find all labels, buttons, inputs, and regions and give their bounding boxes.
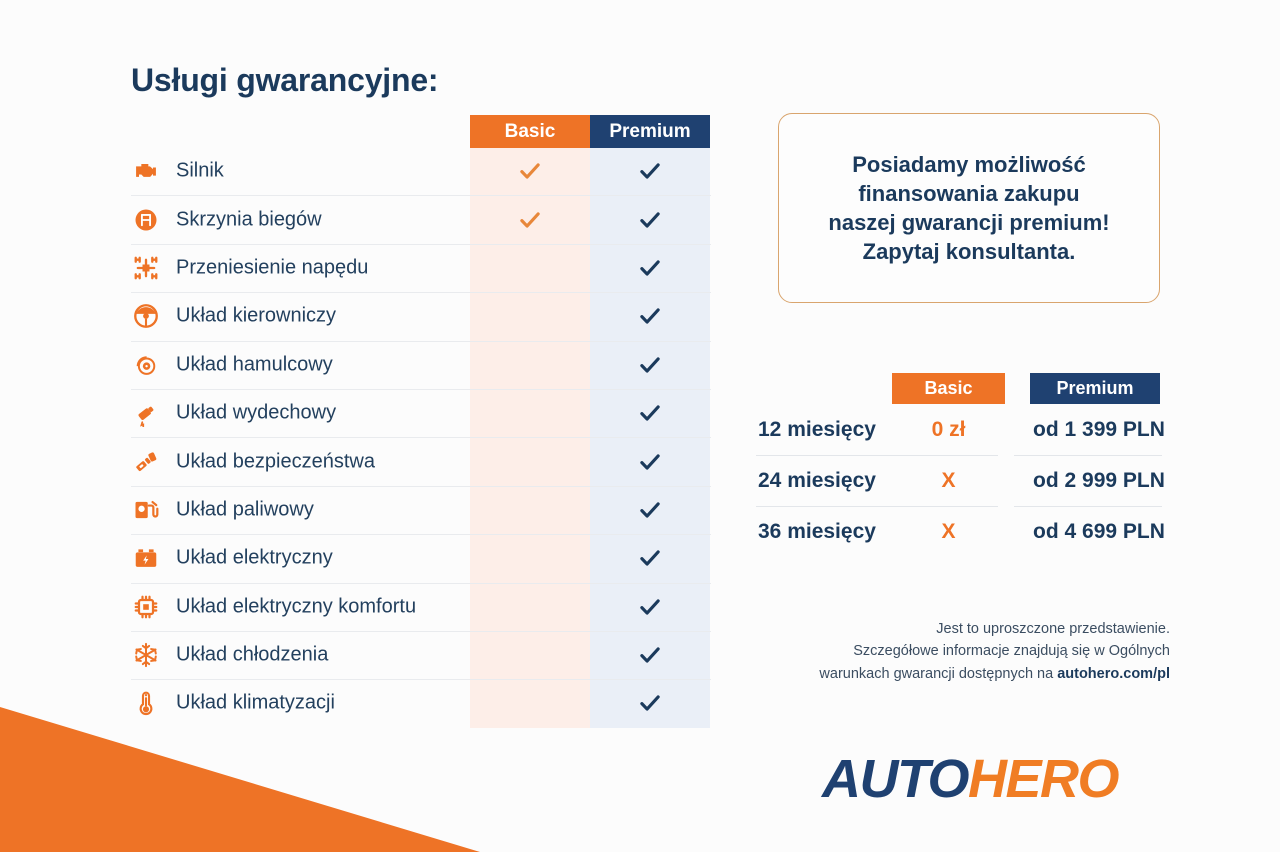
- price-basic-value: X: [941, 519, 956, 543]
- feature-label: Układ elektryczny komfortu: [176, 595, 417, 618]
- thermometer-icon: [131, 688, 161, 718]
- feature-label: Układ chłodzenia: [176, 643, 329, 666]
- price-premium-value: od 1 399 PLN: [1033, 417, 1165, 441]
- disclaimer-text: Jest to uproszczone przedstawienie. Szcze…: [740, 618, 1170, 685]
- autohero-url-link[interactable]: autohero.com/pl: [1057, 665, 1170, 682]
- premium-check-icon: [590, 642, 710, 668]
- price-header-basic: Basic: [892, 373, 1005, 404]
- premium-check-icon: [590, 158, 710, 184]
- feature-row: Układ wydechowy: [0, 388, 740, 437]
- premium-check-icon: [590, 352, 710, 378]
- warranty-services-panel: Usługi gwarancyjne: Basic Premium Silnik…: [0, 62, 740, 728]
- feature-label: Układ hamulcowy: [176, 353, 333, 376]
- feature-label: Układ kierowniczy: [176, 304, 337, 327]
- drivetrain-icon: [131, 253, 161, 283]
- premium-check-icon: [590, 497, 710, 523]
- seatbelt-icon: [131, 447, 161, 477]
- feature-row: Układ klimatyzacji: [0, 679, 740, 727]
- exhaust-icon: [131, 398, 161, 428]
- price-basic-value: X: [941, 468, 956, 492]
- engine-icon: [131, 156, 161, 186]
- column-header-basic: Basic: [470, 115, 590, 148]
- feature-row: Układ bezpieczeństwa: [0, 437, 740, 485]
- gearbox-icon: [131, 205, 161, 235]
- feature-label: Przeniesienie napędu: [176, 256, 369, 279]
- premium-check-icon: [590, 303, 710, 329]
- premium-check-icon: [590, 545, 710, 571]
- price-premium-value: od 2 999 PLN: [1033, 468, 1165, 492]
- brake-disc-icon: [131, 350, 161, 380]
- price-term: 12 miesięcy: [758, 417, 876, 441]
- feature-label: Układ bezpieczeństwa: [176, 450, 375, 473]
- financing-line: Zapytaj konsultanta.: [862, 239, 1076, 265]
- feature-label: Skrzynia biegów: [176, 208, 322, 231]
- basic-check-icon: [470, 207, 590, 233]
- premium-check-icon: [590, 400, 710, 426]
- price-table: Basic Premium 12 miesięcy 0 zł od 1 399 PL…: [740, 373, 1280, 557]
- page-title: Usługi gwarancyjne:: [131, 62, 439, 98]
- price-term: 36 miesięcy: [758, 519, 876, 543]
- battery-icon: [131, 543, 161, 573]
- autohero-logo: AUTOHERO: [760, 748, 1180, 810]
- disclaimer-line: warunkach gwarancji dostępnych na autohe…: [740, 663, 1170, 685]
- feature-label: Układ wydechowy: [176, 401, 337, 424]
- column-header-premium: Premium: [590, 115, 710, 148]
- feature-row: Układ kierowniczy: [0, 292, 740, 340]
- premium-check-icon: [590, 255, 710, 281]
- feature-label: Silnik: [176, 159, 224, 182]
- price-header-premium: Premium: [1030, 373, 1160, 404]
- offer-panel: Posiadamy możliwość finansowania zakupu na…: [740, 0, 1280, 852]
- price-row: 12 miesięcy 0 zł od 1 399 PLN: [740, 404, 1280, 455]
- feature-label: Układ klimatyzacji: [176, 691, 335, 714]
- financing-callout-text: Posiadamy możliwość finansowania zakupu na…: [828, 150, 1109, 267]
- steering-wheel-icon: [131, 301, 161, 331]
- premium-check-icon: [590, 449, 710, 475]
- financing-callout-box: Posiadamy możliwość finansowania zakupu na…: [778, 113, 1160, 303]
- feature-row: Skrzynia biegów: [0, 195, 740, 243]
- feature-row: Układ elektryczny: [0, 534, 740, 582]
- financing-line: Posiadamy możliwość: [852, 151, 1086, 177]
- disclaimer-line: Jest to uproszczone przedstawienie.: [936, 621, 1170, 637]
- fuel-pump-icon: [131, 495, 161, 525]
- feature-row: Układ elektryczny komfortu: [0, 582, 740, 631]
- disclaimer-line-text: warunkach gwarancji dostępnych na: [819, 665, 1058, 682]
- premium-check-icon: [590, 690, 710, 716]
- feature-row: Przeniesienie napędu: [0, 243, 740, 292]
- feature-label: Układ paliwowy: [176, 498, 314, 521]
- feature-list: Silnik Skrzynia biegów Przeniesienie napęd…: [0, 147, 740, 728]
- basic-check-icon: [470, 158, 590, 184]
- feature-row: Układ hamulcowy: [0, 340, 740, 389]
- price-basic-value: 0 zł: [931, 417, 966, 441]
- feature-row: Układ paliwowy: [0, 485, 740, 534]
- financing-line: finansowania zakupu: [858, 180, 1080, 206]
- snowflake-icon: [131, 640, 161, 670]
- disclaimer-line: Szczegółowe informacje znajdują się w Og…: [853, 643, 1170, 660]
- price-table-header: Basic Premium: [740, 373, 1280, 404]
- logo-part-hero: HERO: [968, 749, 1120, 809]
- premium-check-icon: [590, 594, 710, 620]
- price-premium-value: od 4 699 PLN: [1033, 519, 1165, 543]
- feature-row: Układ chłodzenia: [0, 630, 740, 679]
- feature-row: Silnik: [0, 147, 740, 195]
- price-term: 24 miesięcy: [758, 468, 876, 492]
- financing-line: naszej gwarancji premium!: [828, 210, 1110, 235]
- logo-part-auto: AUTO: [821, 749, 970, 809]
- chip-icon: [131, 592, 161, 622]
- feature-label: Układ elektryczny: [176, 546, 333, 569]
- premium-check-icon: [590, 207, 710, 233]
